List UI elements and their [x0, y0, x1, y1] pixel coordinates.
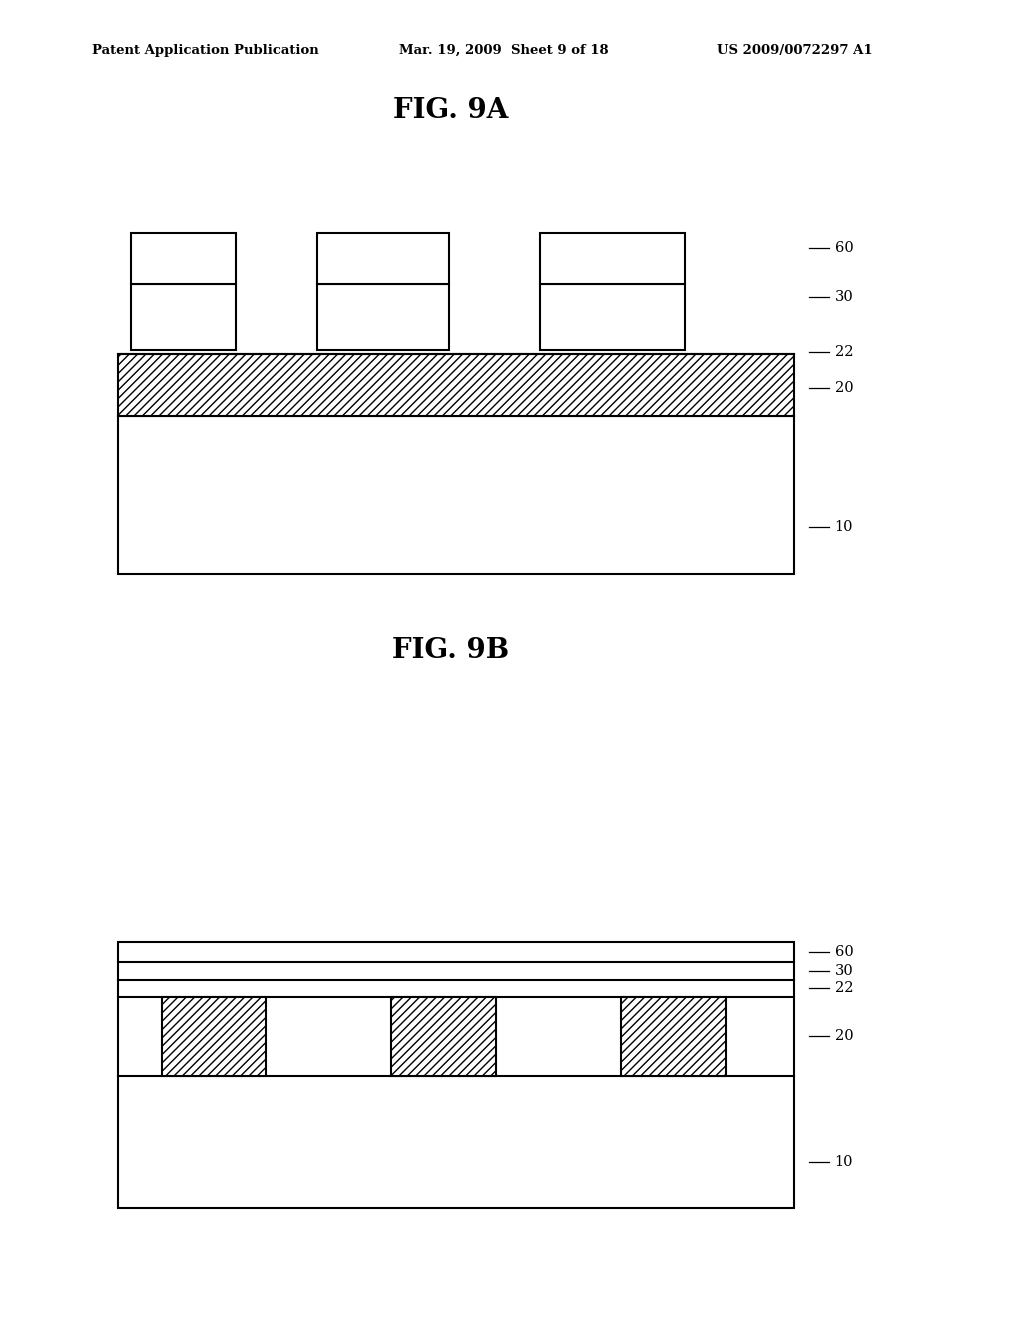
Bar	[317, 234, 449, 284]
Text: Mar. 19, 2009  Sheet 9 of 18: Mar. 19, 2009 Sheet 9 of 18	[399, 44, 609, 57]
Text: 22: 22	[835, 345, 853, 359]
Text: 20: 20	[835, 381, 853, 395]
Text: 20: 20	[835, 1030, 853, 1043]
Text: 60: 60	[835, 945, 853, 960]
Text: 30: 30	[835, 964, 853, 978]
Bar	[118, 416, 794, 574]
Text: 30: 30	[835, 290, 853, 304]
Bar	[118, 942, 794, 1208]
Bar	[131, 284, 236, 350]
Bar	[541, 234, 685, 284]
Text: US 2009/0072297 A1: US 2009/0072297 A1	[717, 44, 872, 57]
Bar	[317, 284, 449, 350]
Bar	[131, 234, 236, 284]
Bar	[541, 284, 685, 350]
Bar	[162, 997, 266, 1076]
Text: 10: 10	[835, 520, 853, 533]
Bar	[622, 997, 726, 1076]
Text: 22: 22	[835, 981, 853, 995]
Bar	[118, 354, 794, 416]
Text: Patent Application Publication: Patent Application Publication	[92, 44, 318, 57]
Text: 60: 60	[835, 242, 853, 255]
Text: 10: 10	[835, 1155, 853, 1168]
Text: FIG. 9A: FIG. 9A	[393, 98, 508, 124]
Text: FIG. 9B: FIG. 9B	[392, 638, 509, 664]
Bar	[391, 997, 497, 1076]
